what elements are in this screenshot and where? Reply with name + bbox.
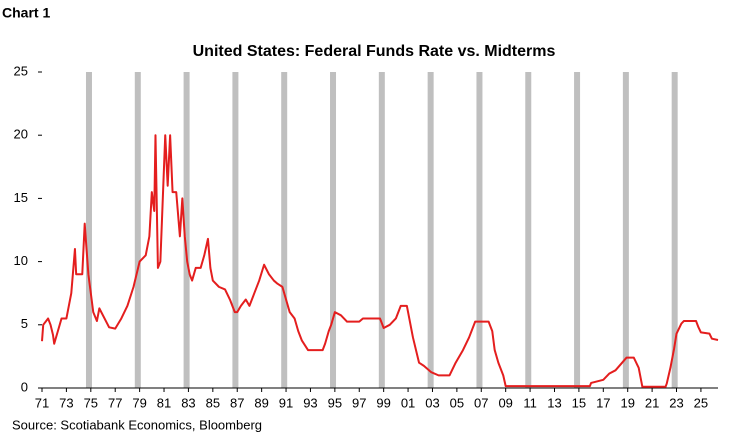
- x-tick-label: 87: [230, 395, 244, 410]
- x-tick-label: 73: [59, 395, 73, 410]
- x-tick-label: 97: [352, 395, 366, 410]
- x-tick-label: 91: [279, 395, 293, 410]
- midterm-band: [330, 72, 337, 388]
- x-tick-label: 79: [132, 395, 146, 410]
- midterm-band: [427, 72, 434, 388]
- x-tick-label: 83: [181, 395, 195, 410]
- x-tick-label: 09: [498, 395, 512, 410]
- x-tick-label: 13: [547, 395, 561, 410]
- x-tick-label: 85: [206, 395, 220, 410]
- midterm-band: [85, 72, 92, 388]
- midterm-band: [525, 72, 532, 388]
- y-tick-label: 20: [14, 127, 28, 142]
- x-tick-label: 01: [401, 395, 415, 410]
- x-tick-label: 93: [303, 395, 317, 410]
- y-tick-label: 25: [14, 63, 28, 78]
- chart-label: Chart 1: [2, 5, 50, 21]
- x-tick-label: 89: [254, 395, 268, 410]
- x-tick-label: 99: [376, 395, 390, 410]
- x-tick-label: 77: [108, 395, 122, 410]
- x-tick-label: 07: [474, 395, 488, 410]
- rate-line: [41, 134, 719, 388]
- midterm-band: [232, 72, 239, 388]
- y-tick-label: 5: [21, 316, 28, 331]
- y-tick-label: 10: [14, 253, 28, 268]
- midterm-band: [476, 72, 483, 388]
- x-tick-label: 11: [523, 395, 537, 410]
- midterm-band: [183, 72, 190, 388]
- y-tick-label: 0: [21, 379, 28, 394]
- x-tick-label: 75: [84, 395, 98, 410]
- x-tick-label: 95: [328, 395, 342, 410]
- midterm-band: [574, 72, 581, 388]
- x-tick-label: 25: [694, 395, 708, 410]
- midterm-band: [622, 72, 629, 388]
- x-tick-label: 17: [596, 395, 610, 410]
- x-tick-label: 03: [425, 395, 439, 410]
- x-tick-label: 19: [620, 395, 634, 410]
- x-tick-label: 05: [450, 395, 464, 410]
- y-tick-label: 15: [14, 190, 28, 205]
- x-tick-label: 81: [157, 395, 171, 410]
- chart-title: United States: Federal Funds Rate vs. Mi…: [193, 43, 556, 60]
- x-tick-label: 15: [572, 395, 586, 410]
- x-tick-label: 71: [35, 395, 49, 410]
- midterm-band: [281, 72, 288, 388]
- x-tick-label: 23: [669, 395, 683, 410]
- source: Source: Scotiabank Economics, Bloomberg: [12, 417, 262, 432]
- midterm-band: [134, 72, 141, 388]
- midterm-band: [378, 72, 385, 388]
- x-tick-label: 21: [645, 395, 659, 410]
- midterm-band: [671, 72, 678, 388]
